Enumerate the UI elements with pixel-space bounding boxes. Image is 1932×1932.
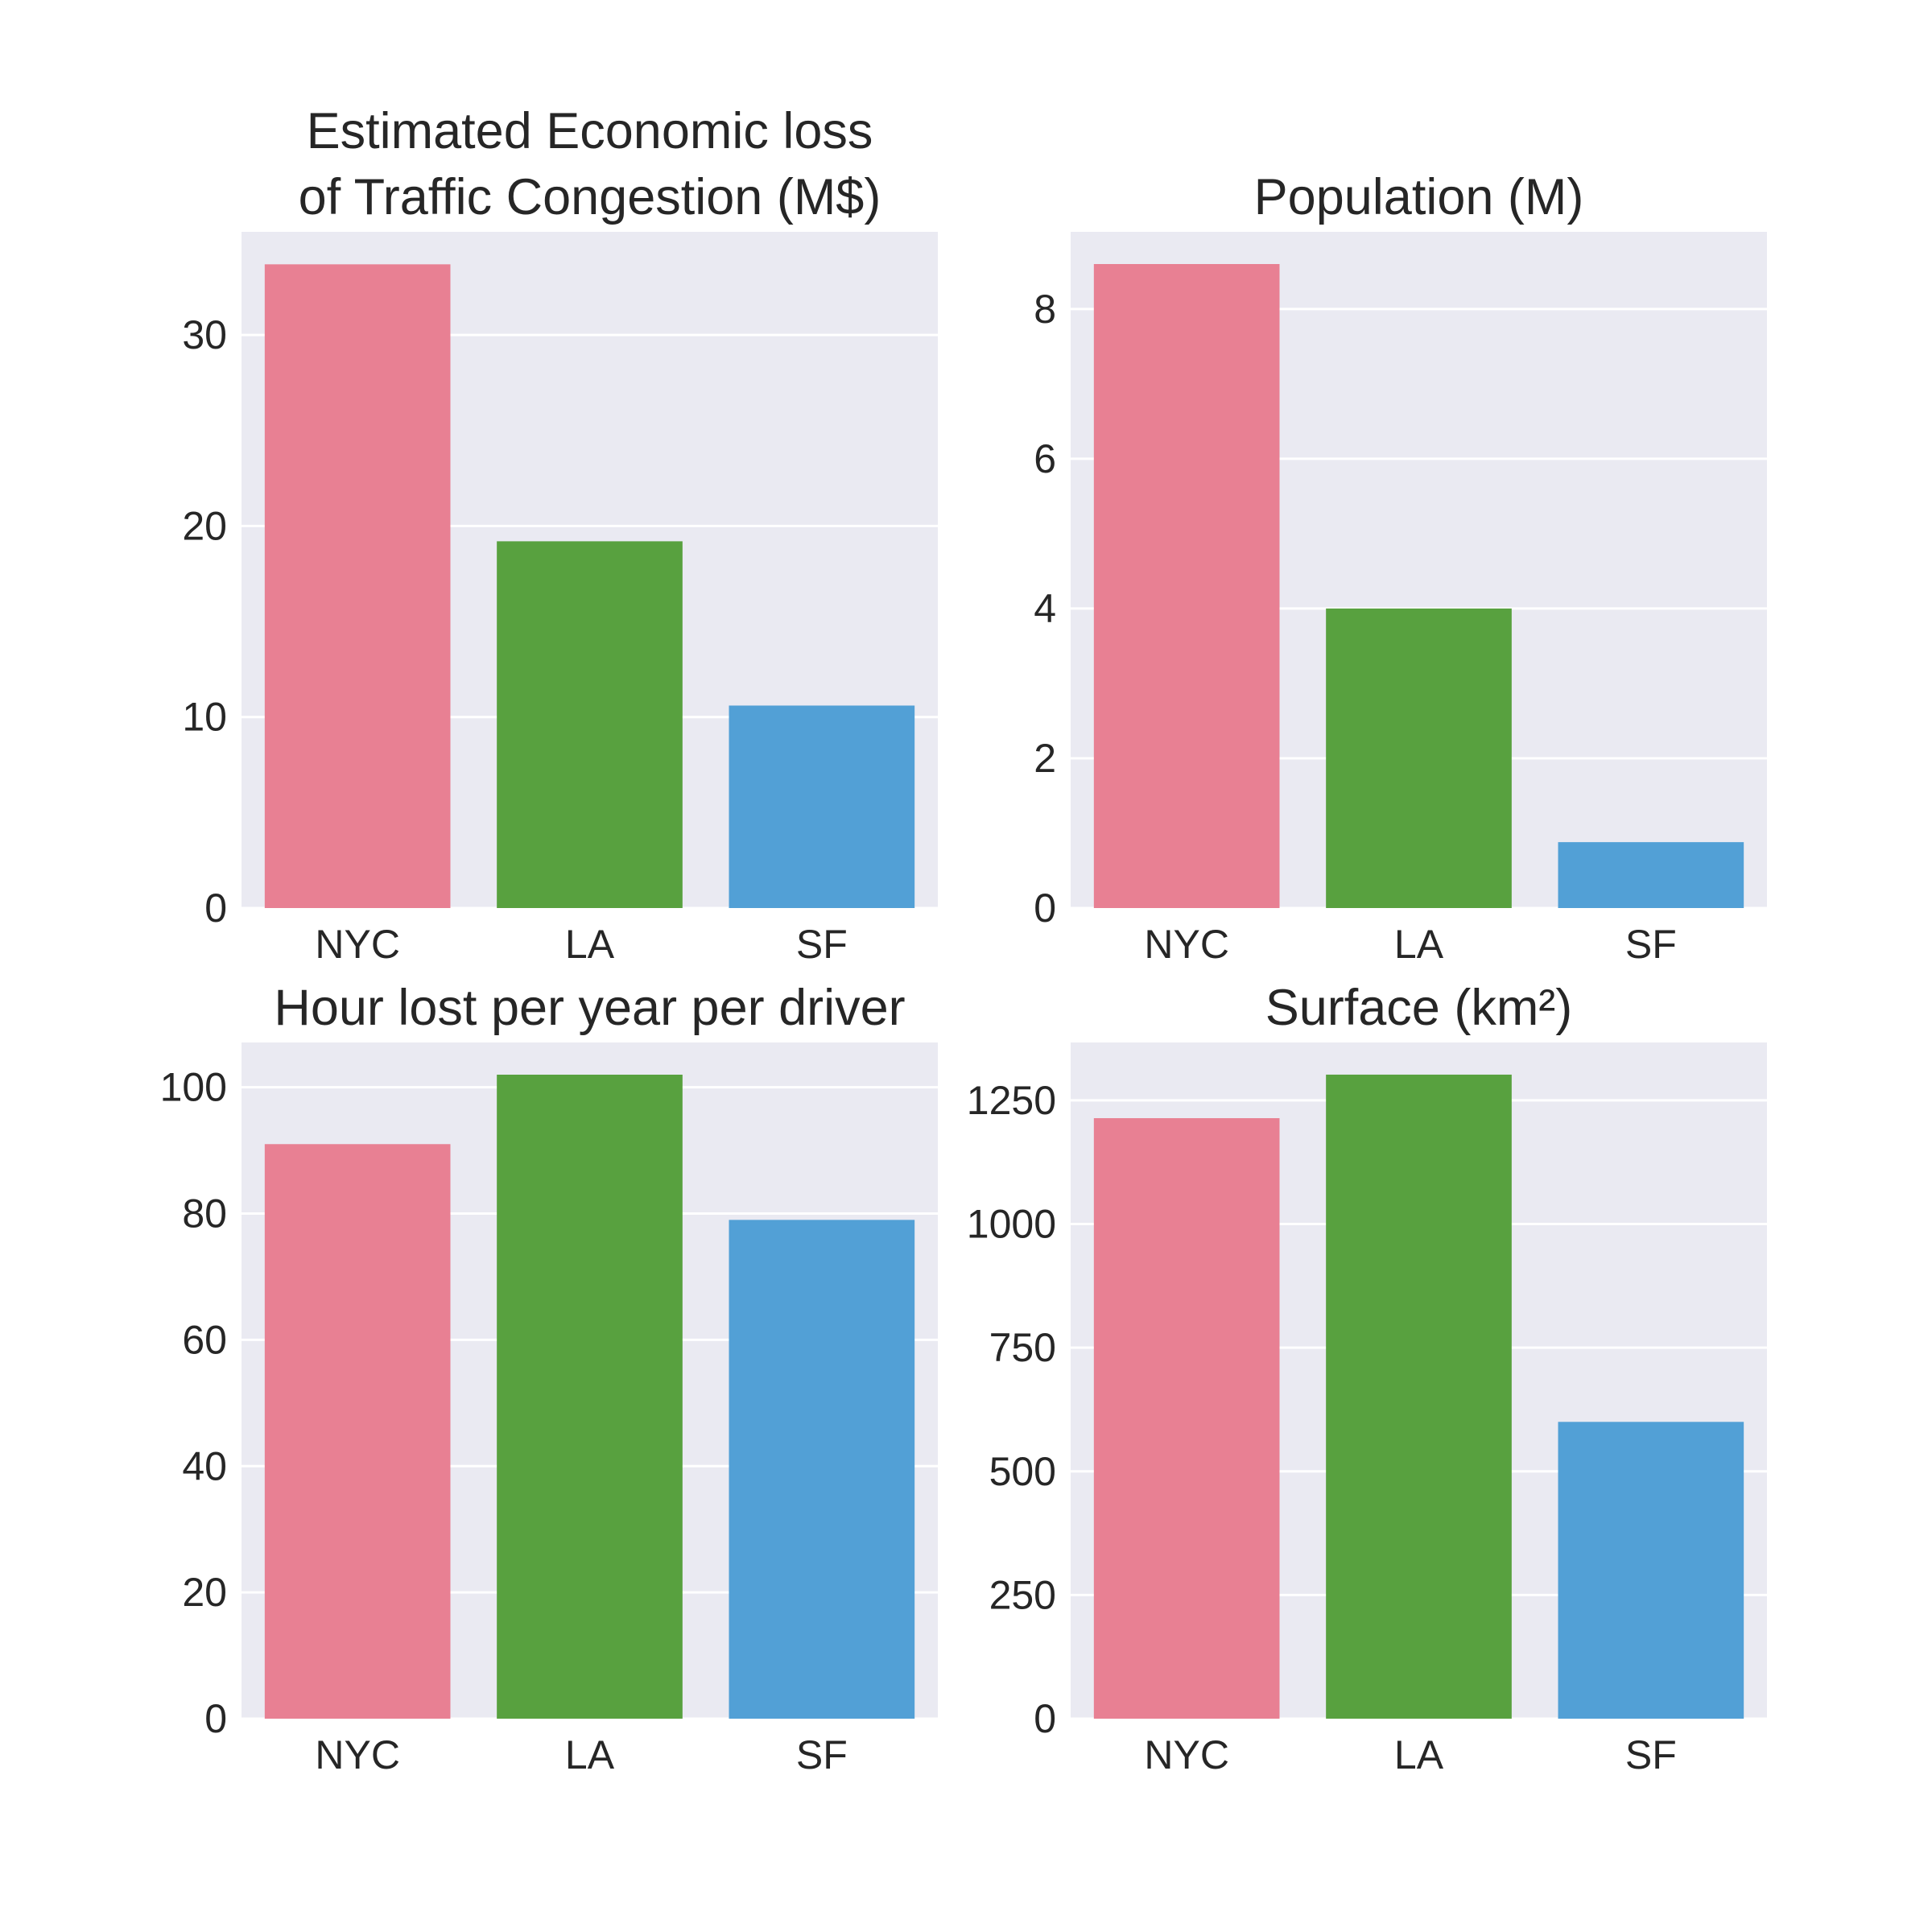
bar-la (1326, 608, 1512, 908)
bar-la (1326, 1074, 1512, 1719)
x-tick-label: LA (1394, 1732, 1444, 1777)
chart-panel-3: 0 20 40 60 80 100 NYC LA SF Hour lost per year pe… (160, 980, 938, 1777)
x-tick-label: NYC (315, 922, 400, 967)
chart-panel-1: 0 10 20 30 NYC LA SF Estimated Economic loss of … (182, 103, 938, 967)
y-tick-label: 20 (182, 1570, 227, 1615)
bar-la (497, 1075, 683, 1719)
y-tick-label: 8 (1034, 287, 1056, 332)
chart-title: of Traffic Congestion (M$) (299, 169, 881, 225)
y-tick-label: 100 (160, 1065, 227, 1110)
bar-nyc (264, 264, 451, 908)
y-tick-label: 500 (989, 1449, 1056, 1494)
bar-la (497, 541, 683, 908)
chart-title: Hour lost per year per driver (274, 980, 905, 1036)
x-tick-label: SF (1625, 1732, 1677, 1777)
bar-sf (729, 705, 915, 908)
y-tick-label: 750 (989, 1325, 1056, 1370)
y-tick-label: 250 (989, 1572, 1056, 1617)
x-tick-label: SF (796, 922, 848, 967)
y-tick-label: 10 (182, 695, 227, 740)
chart-title: Estimated Economic loss (307, 103, 873, 159)
y-tick-label: 1000 (967, 1202, 1056, 1247)
x-tick-label: NYC (1144, 922, 1229, 967)
chart-title: Surface (km²) (1265, 980, 1573, 1036)
y-tick-label: 30 (182, 312, 227, 357)
x-tick-label: SF (1625, 922, 1677, 967)
x-tick-label: NYC (1144, 1732, 1229, 1777)
bar-nyc (264, 1144, 451, 1719)
x-tick-label: SF (796, 1732, 848, 1777)
y-tick-label: 0 (1034, 886, 1056, 931)
y-tick-label: 0 (1034, 1696, 1056, 1741)
y-tick-label: 1250 (967, 1078, 1056, 1123)
chart-title: Population (M) (1254, 169, 1584, 225)
y-tick-label: 0 (204, 886, 227, 931)
chart-panel-2: 0 2 4 6 8 NYC LA SF Population (M) (1034, 169, 1767, 967)
bar-sf (729, 1220, 915, 1719)
y-tick-label: 2 (1034, 736, 1056, 781)
x-tick-label: LA (1394, 922, 1444, 967)
y-tick-label: 60 (182, 1317, 227, 1362)
y-tick-label: 40 (182, 1443, 227, 1488)
y-tick-label: 4 (1034, 586, 1056, 631)
bar-sf (1558, 1422, 1744, 1719)
y-tick-label: 0 (204, 1696, 227, 1741)
x-tick-label: NYC (315, 1732, 400, 1777)
chart-panel-4: 0 250 500 750 1000 1250 NYC LA SF Surface (km²) (967, 980, 1767, 1777)
y-tick-label: 6 (1034, 436, 1056, 481)
bar-sf (1558, 842, 1744, 908)
bar-nyc (1093, 264, 1280, 908)
x-tick-label: LA (565, 1732, 615, 1777)
y-tick-label: 80 (182, 1191, 227, 1236)
y-tick-label: 20 (182, 503, 227, 548)
bar-nyc (1093, 1118, 1280, 1719)
x-tick-label: LA (565, 922, 615, 967)
